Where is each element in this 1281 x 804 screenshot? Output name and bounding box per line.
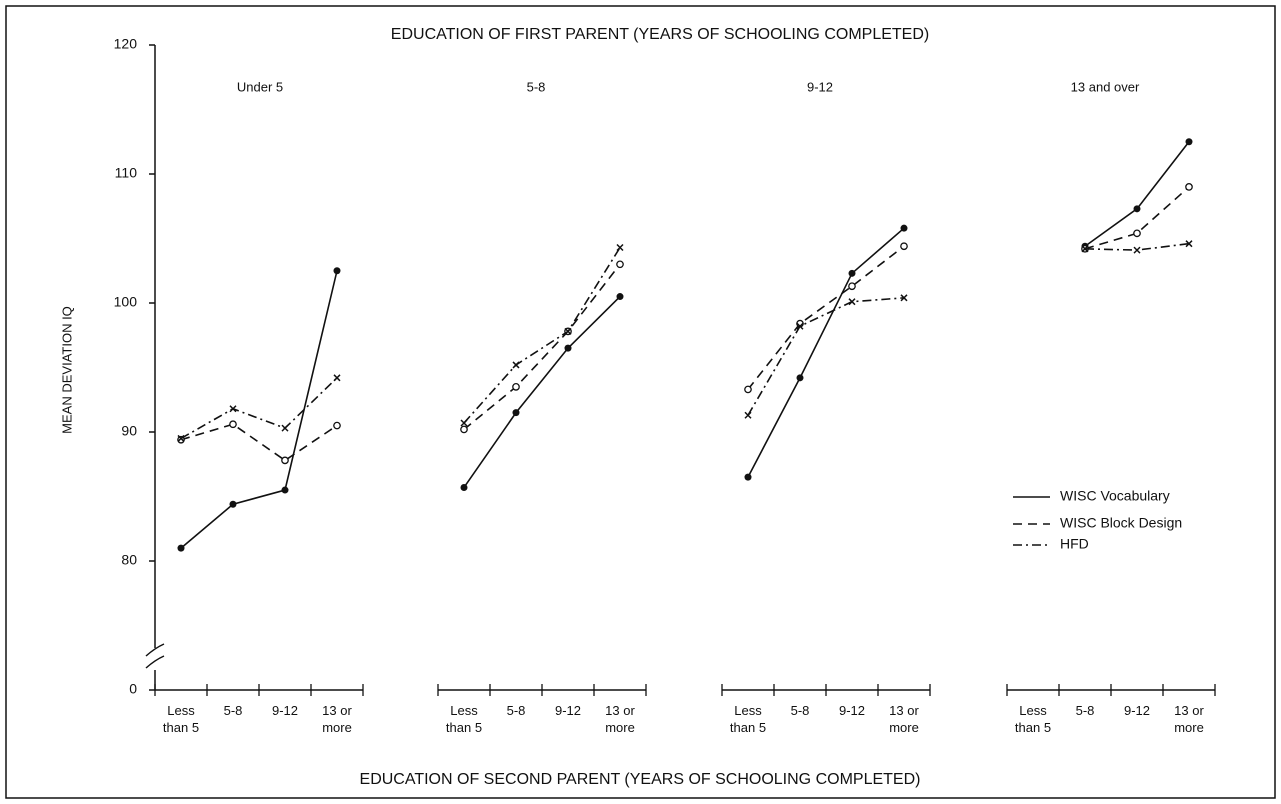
series-line (463, 247, 621, 424)
x-tick-label: Less than 5 (162, 703, 200, 735)
marker (333, 267, 341, 275)
x-tick-label: 13 or more (889, 703, 919, 735)
x-tick-label: 13 or more (1174, 703, 1204, 735)
marker (1133, 205, 1141, 213)
marker (229, 405, 237, 413)
series-line (463, 295, 621, 488)
x-tick-label: 13 or more (605, 703, 635, 735)
panel-title: 13 and over (1071, 79, 1140, 94)
legend-label: WISC Vocabulary (1060, 488, 1170, 504)
marker (796, 322, 804, 330)
series-line (463, 263, 621, 431)
y-tick-label: 100 (114, 294, 138, 310)
y-tick-label: 80 (121, 552, 137, 568)
x-tick-label: 5-8 (1075, 703, 1095, 718)
y-tick-label: 90 (121, 423, 137, 439)
marker (1133, 229, 1141, 238)
marker (848, 282, 856, 291)
axis-break (145, 643, 165, 669)
legend-label: WISC Block Design (1060, 515, 1182, 531)
marker (848, 269, 856, 277)
series-line (180, 423, 338, 462)
y-tick-label: 120 (114, 36, 138, 52)
x-tick-label: 9-12 (271, 703, 299, 718)
series-line (747, 297, 905, 416)
series-line (180, 270, 338, 549)
marker (744, 411, 752, 419)
x-tick-label: Less than 5 (445, 703, 483, 735)
x-tick-label: 5-8 (790, 703, 810, 718)
marker (616, 243, 624, 252)
x-tick-label: Less than 5 (1014, 703, 1052, 735)
panel-title: 5-8 (527, 79, 546, 94)
frame (5, 5, 1276, 799)
marker (512, 361, 520, 369)
marker (281, 424, 289, 432)
marker (229, 420, 237, 429)
marker (460, 425, 468, 434)
marker (177, 434, 185, 442)
y-tick-label: 0 (129, 681, 137, 697)
x-tick-label: 9-12 (554, 703, 582, 718)
marker (1185, 138, 1193, 146)
x-tick-label: Less than 5 (729, 703, 767, 735)
marker (460, 419, 468, 427)
marker (333, 421, 341, 430)
x-tick-label: 13 or more (322, 703, 352, 735)
marker (512, 382, 520, 391)
marker (900, 294, 908, 302)
panel-title: Under 5 (237, 79, 283, 94)
marker (512, 409, 520, 417)
marker (796, 374, 804, 382)
panel-title: 9-12 (807, 79, 833, 94)
marker (564, 344, 572, 352)
marker (460, 483, 468, 491)
marker (1081, 245, 1089, 253)
marker (333, 374, 341, 382)
marker (1185, 183, 1193, 191)
marker (1133, 246, 1141, 254)
marker (616, 293, 624, 301)
marker (1185, 240, 1193, 248)
marker (281, 486, 289, 494)
marker (744, 473, 752, 481)
x-axis-title: EDUCATION OF SECOND PARENT (YEARS OF SCH… (360, 771, 921, 788)
marker (900, 242, 908, 251)
marker (281, 456, 289, 465)
series-line (747, 227, 905, 478)
marker (900, 224, 908, 232)
legend-label: HFD (1060, 536, 1089, 552)
x-tick-label: 9-12 (838, 703, 866, 718)
x-tick-label: 9-12 (1123, 703, 1151, 718)
marker (848, 298, 856, 306)
marker (744, 385, 752, 394)
chart-title: EDUCATION OF FIRST PARENT (YEARS OF SCHO… (391, 26, 929, 43)
marker (616, 260, 624, 269)
x-tick-label: 5-8 (506, 703, 526, 718)
y-tick-label: 110 (115, 165, 138, 181)
y-axis-title: MEAN DEVIATION IQ (59, 306, 74, 434)
series-line (180, 377, 338, 440)
series-line (1084, 186, 1190, 250)
marker (229, 500, 237, 508)
x-tick-label: 5-8 (223, 703, 243, 718)
marker (564, 327, 572, 335)
marker (177, 544, 185, 552)
series-line (747, 245, 905, 390)
